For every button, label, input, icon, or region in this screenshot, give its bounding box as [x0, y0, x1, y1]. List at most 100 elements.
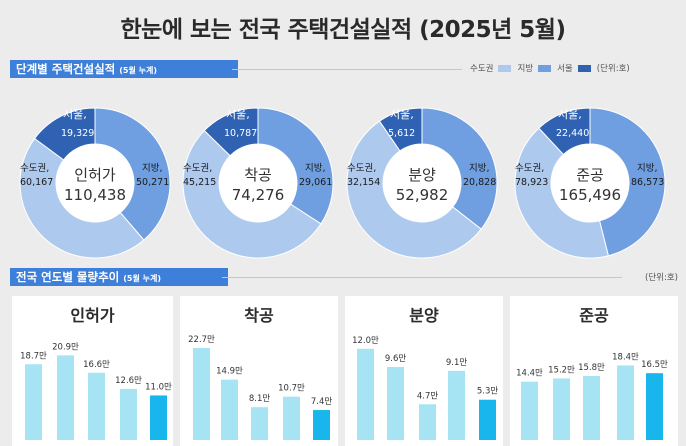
donut-complete-hole — [551, 144, 629, 222]
donut-start-title: 착공 — [244, 166, 272, 184]
bar-sale-0 — [357, 348, 374, 440]
bar-label-permit-2: 16.6만 — [83, 360, 110, 370]
donut-permit-total: 110,438 — [64, 186, 126, 204]
bar-label-start-0: 22.7만 — [188, 335, 215, 345]
donut-complete-seoul-name: 서울, — [558, 108, 582, 121]
section-label-stage: 단계별 주택건설실적 (5월 누계) — [10, 60, 238, 78]
legend-item-local: 지방 — [517, 62, 552, 74]
legend-label-local: 지방 — [517, 64, 534, 74]
bar-label-start-3: 10.7만 — [278, 384, 305, 394]
section-rule-stage — [232, 69, 462, 70]
bar-label-sale-0: 12.0만 — [352, 336, 379, 346]
donut-start-capital-value: 45,215 — [183, 177, 216, 188]
bar-label-complete-1: 15.2만 — [548, 365, 575, 375]
bar-start-4 — [313, 410, 330, 440]
legend-label-seoul: 서울 — [557, 64, 573, 74]
section-label-yearly-text: 전국 연도별 물량추이 — [16, 270, 120, 284]
donut-permit-title: 인허가 — [74, 166, 116, 184]
bar-permit-1 — [57, 355, 74, 440]
donut-start-seoul-name: 서울, — [226, 108, 250, 121]
donut-permit-hole — [56, 144, 134, 222]
bar-label-permit-4: 11.0만 — [145, 382, 172, 392]
legend-swatch-local — [538, 64, 552, 72]
donut-sale-hole — [383, 144, 461, 222]
bar-permit-4 — [150, 395, 167, 440]
bar-label-sale-1: 9.6만 — [385, 354, 407, 364]
bar-complete-0 — [521, 381, 538, 440]
donut-permit-slice-seoul — [33, 107, 96, 161]
bar-label-permit-1: 20.9만 — [52, 342, 79, 352]
bar-sale-3 — [448, 370, 465, 440]
bar-label-start-1: 14.9만 — [216, 367, 243, 377]
bar-start-3 — [283, 396, 300, 440]
bar-label-sale-4: 5.3만 — [477, 387, 499, 397]
donut-sale-slice-seoul — [378, 107, 423, 152]
bar-complete-3 — [617, 365, 634, 440]
donut-sale-capital-name: 수도권, — [347, 162, 376, 174]
bar-label-complete-2: 15.8만 — [578, 363, 605, 373]
donut-complete-seoul-value: 22,440 — [556, 128, 589, 139]
legend-swatch-capital — [498, 64, 512, 72]
bar-complete-1 — [553, 378, 570, 440]
donut-permit-seoul-name: 서울, — [63, 108, 87, 121]
legend: 수도권 지방 서울 (단위:호) — [470, 61, 682, 75]
legend-item-seoul: 서울 — [557, 62, 591, 74]
bar-permit-0 — [25, 364, 42, 440]
bar-title-sale: 분양 — [409, 306, 439, 325]
bar-start-0 — [193, 348, 210, 440]
legend-unit: (단위:호) — [596, 64, 630, 74]
bar-label-complete-0: 14.4만 — [516, 369, 543, 379]
donut-sale-title: 분양 — [408, 166, 436, 184]
bar-title-start: 착공 — [244, 306, 274, 325]
donut-sale-local-name: 지방, — [469, 163, 490, 174]
donut-complete-capital-name: 수도권, — [515, 162, 544, 174]
section-rule-yearly — [222, 277, 622, 278]
donut-sale-seoul-value: 5,612 — [388, 128, 415, 139]
donut-start-local-value: 29,061 — [299, 177, 332, 188]
section-label-yearly: 전국 연도별 물량추이 (5월 누계) — [10, 268, 228, 286]
donut-sale-capital-value: 32,154 — [347, 177, 380, 188]
bar-label-start-2: 8.1만 — [249, 394, 271, 404]
bar-complete-2 — [583, 376, 600, 440]
bar-complete-4 — [646, 373, 663, 440]
donut-permit-local-value: 50,271 — [136, 177, 169, 188]
legend-swatch-seoul — [577, 64, 591, 72]
bar-label-complete-4: 16.5만 — [641, 360, 668, 370]
donut-complete-local-value: 86,573 — [631, 177, 664, 188]
legend-label-capital: 수도권 — [470, 64, 494, 74]
section-label-yearly-sub: (5월 누계) — [123, 274, 161, 283]
section-label-stage-text: 단계별 주택건설실적 — [16, 62, 116, 76]
donut-permit-seoul-value: 19,329 — [61, 128, 94, 139]
bar-label-permit-0: 18.7만 — [20, 351, 47, 361]
bar-sale-4 — [479, 399, 496, 440]
donut-complete-total: 165,496 — [559, 186, 621, 204]
bar-permit-3 — [120, 388, 137, 440]
donut-permit-capital-name: 수도권, — [20, 162, 49, 174]
donut-start-local-name: 지방, — [305, 163, 326, 174]
bar-sale-1 — [387, 367, 404, 440]
bar-title-permit: 인허가 — [70, 306, 115, 325]
donut-sale-total: 52,982 — [396, 186, 449, 204]
page-title: 한눈에 보는 전국 주택건설실적 (2025년 5월) — [120, 17, 566, 43]
donut-complete-capital-value: 78,923 — [515, 177, 548, 188]
bar-sale-2 — [419, 404, 436, 440]
bar-permit-2 — [88, 372, 105, 440]
donut-permit-capital-value: 60,167 — [20, 177, 53, 188]
donut-permit-local-name: 지방, — [142, 163, 163, 174]
donut-complete-title: 준공 — [576, 166, 604, 184]
donut-start-capital-name: 수도권, — [183, 162, 212, 174]
yearly-unit: (단위:호) — [645, 273, 678, 283]
legend-item-capital: 수도권 — [470, 62, 512, 74]
bar-label-sale-3: 9.1만 — [446, 358, 468, 368]
bar-start-1 — [221, 379, 238, 440]
bar-label-sale-2: 4.7만 — [417, 391, 439, 401]
bar-title-complete: 준공 — [579, 306, 609, 325]
donut-sale-seoul-name: 서울, — [390, 108, 414, 121]
bar-start-2 — [251, 407, 268, 440]
bar-label-start-4: 7.4만 — [311, 397, 333, 407]
bar-label-permit-3: 12.6만 — [115, 376, 142, 386]
donut-sale-local-value: 20,828 — [463, 177, 496, 188]
donut-start-hole — [219, 144, 297, 222]
section-label-stage-sub: (5월 누계) — [119, 66, 157, 75]
donut-complete-local-name: 지방, — [637, 163, 658, 174]
